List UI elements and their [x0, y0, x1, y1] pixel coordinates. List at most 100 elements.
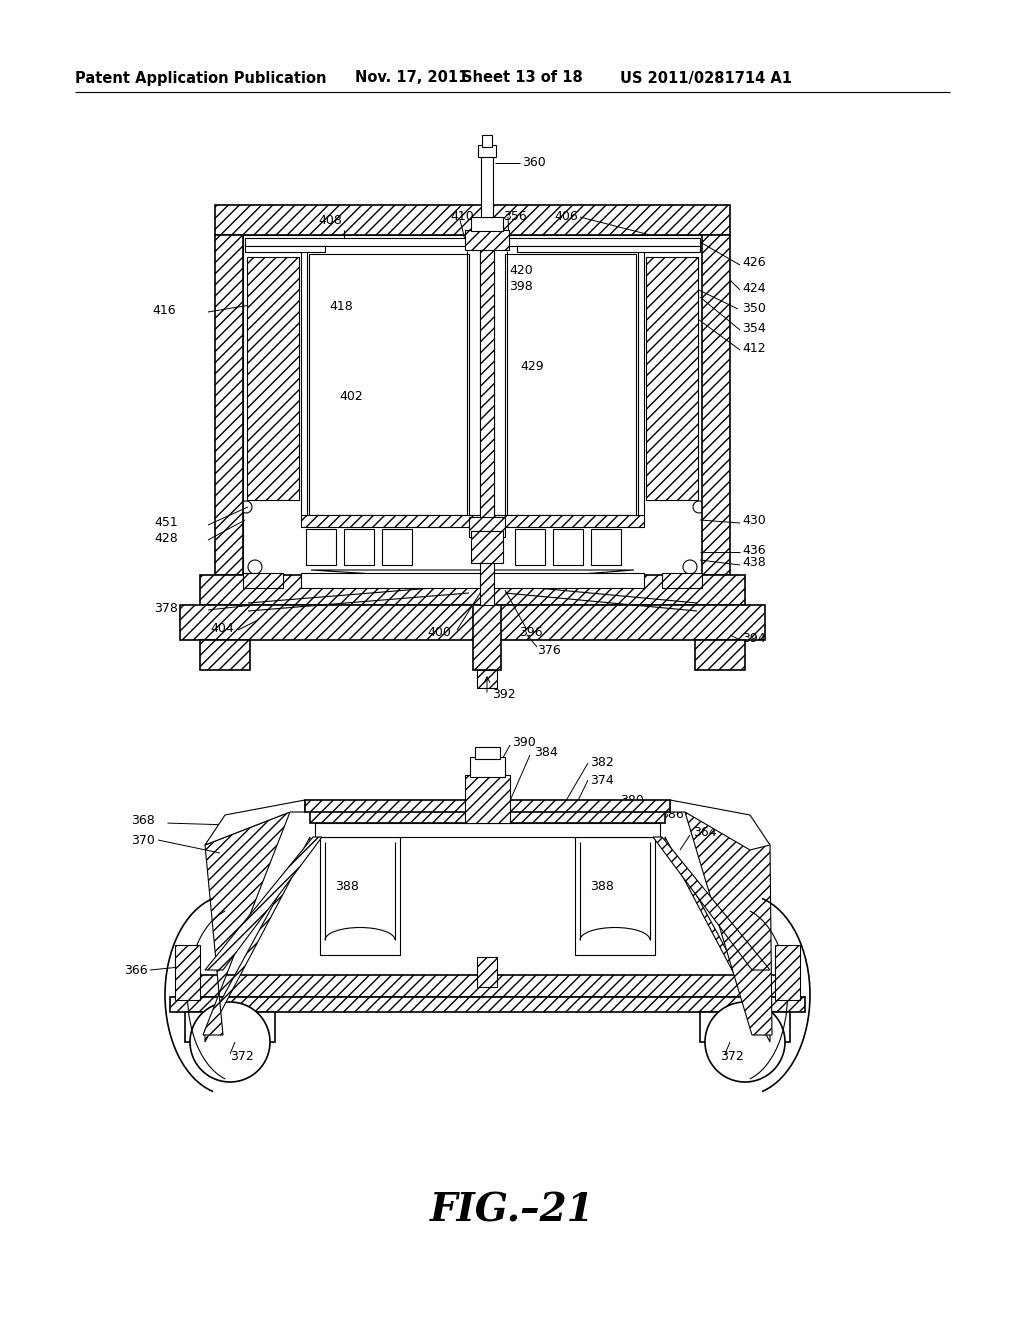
Circle shape: [683, 560, 697, 574]
Text: 394: 394: [742, 631, 766, 644]
Text: 412: 412: [742, 342, 766, 355]
Bar: [700, 1012, 790, 1041]
Bar: [247, 257, 299, 500]
Text: 432: 432: [475, 540, 499, 553]
Bar: [306, 529, 336, 565]
Text: 420: 420: [509, 264, 532, 277]
Bar: [477, 957, 497, 987]
Bar: [702, 235, 730, 576]
Circle shape: [240, 502, 252, 513]
Bar: [553, 529, 583, 565]
Bar: [305, 800, 670, 812]
Circle shape: [255, 587, 275, 607]
Bar: [315, 822, 660, 837]
Text: 416: 416: [152, 304, 176, 317]
Polygon shape: [685, 812, 772, 1035]
Text: 370: 370: [131, 833, 155, 846]
Bar: [517, 246, 700, 252]
Bar: [471, 216, 503, 231]
Bar: [646, 257, 698, 500]
Text: Patent Application Publication: Patent Application Publication: [75, 70, 327, 86]
Bar: [591, 529, 621, 565]
Bar: [481, 154, 493, 216]
Bar: [505, 253, 636, 515]
Text: 408: 408: [318, 214, 342, 227]
Bar: [185, 1012, 275, 1041]
Bar: [575, 837, 655, 954]
Circle shape: [693, 502, 705, 513]
Text: Sheet 13 of 18: Sheet 13 of 18: [462, 70, 583, 86]
Text: 436: 436: [742, 544, 766, 557]
Polygon shape: [653, 837, 770, 970]
Text: 374: 374: [590, 774, 613, 787]
Polygon shape: [311, 570, 634, 579]
Text: 350: 350: [742, 301, 766, 314]
Bar: [243, 235, 702, 576]
Circle shape: [670, 587, 690, 607]
Bar: [195, 975, 780, 997]
Text: 406: 406: [554, 210, 578, 223]
Circle shape: [213, 973, 233, 993]
Bar: [469, 517, 505, 537]
Bar: [344, 529, 374, 565]
Bar: [215, 205, 730, 235]
Text: 372: 372: [230, 1051, 254, 1064]
Text: 390: 390: [512, 737, 536, 750]
Text: 396: 396: [519, 626, 543, 639]
Text: 360: 360: [522, 157, 546, 169]
Bar: [301, 515, 644, 527]
Text: 402: 402: [339, 389, 362, 403]
Text: Nov. 17, 2011: Nov. 17, 2011: [355, 70, 468, 86]
Text: 386: 386: [660, 808, 684, 821]
Bar: [480, 235, 494, 605]
Bar: [695, 640, 745, 671]
Bar: [319, 837, 400, 954]
Text: 429: 429: [520, 359, 544, 372]
Text: 392: 392: [492, 689, 516, 701]
Text: 428: 428: [154, 532, 178, 544]
Bar: [200, 640, 250, 671]
Polygon shape: [205, 837, 322, 970]
Bar: [471, 531, 503, 564]
Bar: [309, 253, 469, 515]
Text: 398: 398: [509, 280, 532, 293]
Text: 376: 376: [537, 644, 561, 656]
Circle shape: [248, 560, 262, 574]
Circle shape: [190, 1002, 270, 1082]
Bar: [775, 945, 800, 1001]
Bar: [170, 997, 805, 1012]
Bar: [245, 246, 325, 252]
Text: 404: 404: [210, 622, 233, 635]
Text: 424: 424: [742, 281, 766, 294]
Bar: [662, 573, 702, 587]
Bar: [310, 805, 665, 822]
Text: 418: 418: [329, 300, 352, 313]
Text: 356: 356: [503, 210, 526, 223]
Bar: [482, 135, 492, 147]
Bar: [215, 235, 243, 576]
Text: 380: 380: [620, 793, 644, 807]
Text: 372: 372: [720, 1051, 743, 1064]
Circle shape: [705, 1002, 785, 1082]
Text: US 2011/0281714 A1: US 2011/0281714 A1: [620, 70, 792, 86]
Text: 430: 430: [742, 515, 766, 528]
Bar: [180, 605, 765, 640]
Text: 364: 364: [693, 826, 717, 840]
Bar: [243, 573, 283, 587]
Bar: [515, 529, 545, 565]
Circle shape: [742, 973, 762, 993]
Bar: [382, 529, 412, 565]
Text: 354: 354: [742, 322, 766, 334]
Polygon shape: [665, 837, 770, 1041]
Bar: [200, 576, 745, 605]
Polygon shape: [203, 812, 290, 1035]
Polygon shape: [205, 800, 305, 845]
Text: 410: 410: [450, 210, 474, 223]
Bar: [465, 230, 509, 249]
Text: 388: 388: [590, 880, 613, 894]
Bar: [473, 605, 501, 671]
Bar: [245, 238, 700, 246]
Bar: [475, 747, 500, 759]
Bar: [470, 756, 505, 777]
Bar: [465, 775, 510, 822]
